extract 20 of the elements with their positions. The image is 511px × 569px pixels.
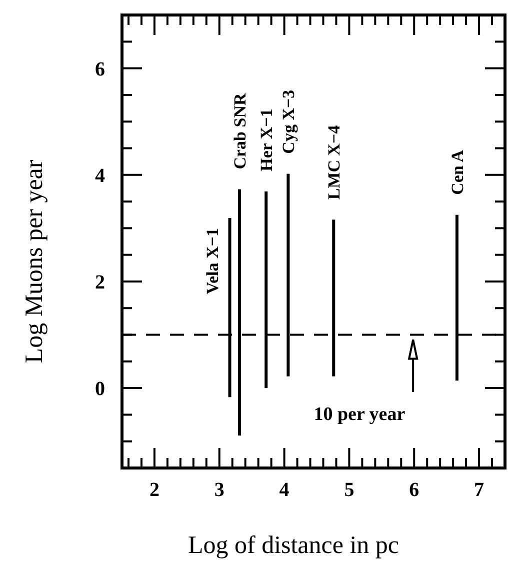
x-axis-title: Log of distance in pc — [188, 532, 400, 559]
annotation: 10 per year — [314, 404, 406, 425]
y-tick-label: 6 — [95, 58, 105, 80]
annotation: Cen A — [448, 149, 467, 195]
annotation: Cyg X−3 — [279, 90, 298, 154]
x-tick-label: 7 — [474, 479, 484, 501]
x-tick-label: 4 — [279, 479, 290, 501]
annotation: LMC X−4 — [324, 124, 344, 200]
x-tick-label: 6 — [409, 479, 420, 501]
bar — [332, 220, 336, 376]
y-tick-label: 2 — [95, 271, 105, 294]
annotation: Crab SNR — [230, 92, 250, 170]
x-tick-label: 2 — [149, 479, 160, 501]
x-tick-label: 3 — [214, 479, 224, 501]
annotation: Vela X−1 — [202, 228, 222, 294]
y-tick-label: 0 — [95, 378, 105, 400]
y-tick-label: 4 — [95, 164, 105, 187]
annotation: Her X−1 — [257, 108, 276, 172]
y-axis-title: Log Muons per year — [21, 159, 48, 364]
x-tick-label: 5 — [344, 479, 354, 501]
